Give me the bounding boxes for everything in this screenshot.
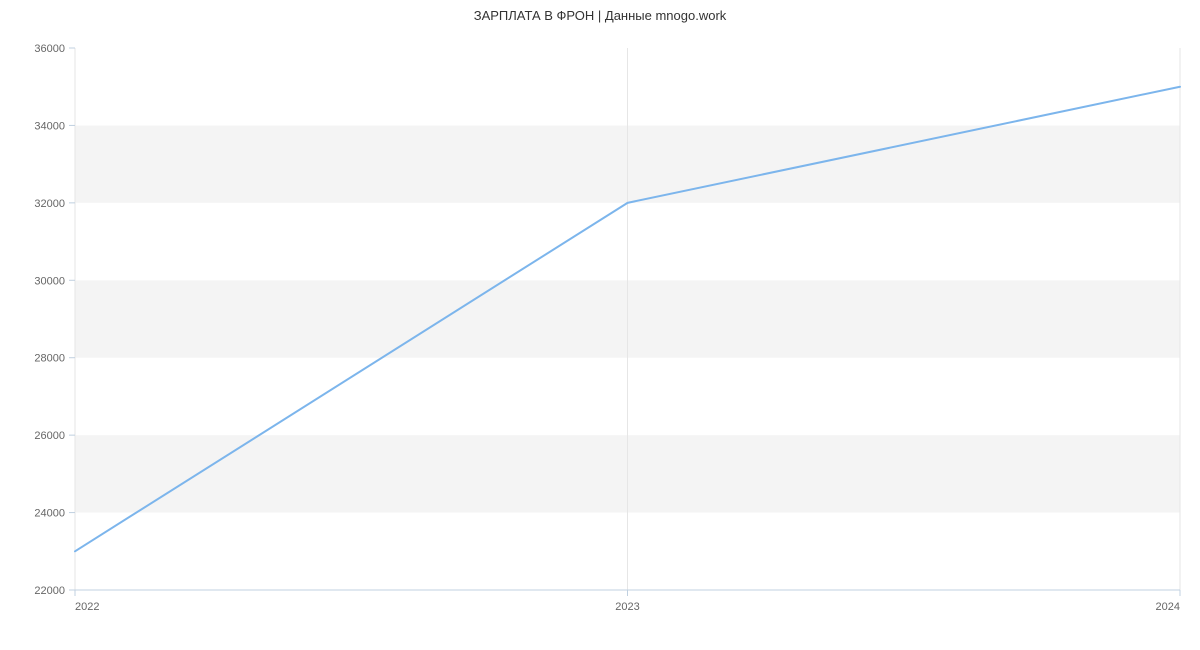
y-tick-label: 32000 bbox=[34, 198, 65, 210]
y-tick-label: 28000 bbox=[34, 353, 65, 365]
chart-plot: 22000 24000 26000 28000 30000 32000 34000 36000… bbox=[0, 0, 1200, 650]
y-tick-label: 34000 bbox=[34, 120, 65, 132]
x-tick-label: 2023 bbox=[615, 601, 639, 613]
y-tick-label: 36000 bbox=[34, 43, 65, 55]
x-tick-label: 2024 bbox=[1156, 601, 1180, 613]
y-tick-label: 26000 bbox=[34, 430, 65, 442]
y-tick-label: 22000 bbox=[34, 585, 65, 597]
y-tick-label: 24000 bbox=[34, 508, 65, 520]
y-tick-label: 30000 bbox=[34, 275, 65, 287]
chart-container: ЗАРПЛАТА В ФРОН | Данные mnogo.work 2200… bbox=[0, 0, 1200, 650]
x-tick-label: 2022 bbox=[75, 601, 99, 613]
